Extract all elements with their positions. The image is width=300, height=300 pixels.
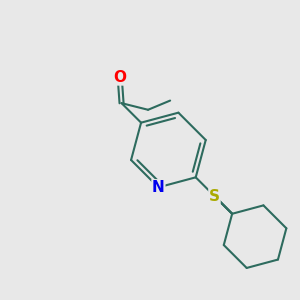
Text: O: O xyxy=(113,70,126,85)
Text: N: N xyxy=(152,180,165,195)
Text: S: S xyxy=(209,189,220,204)
